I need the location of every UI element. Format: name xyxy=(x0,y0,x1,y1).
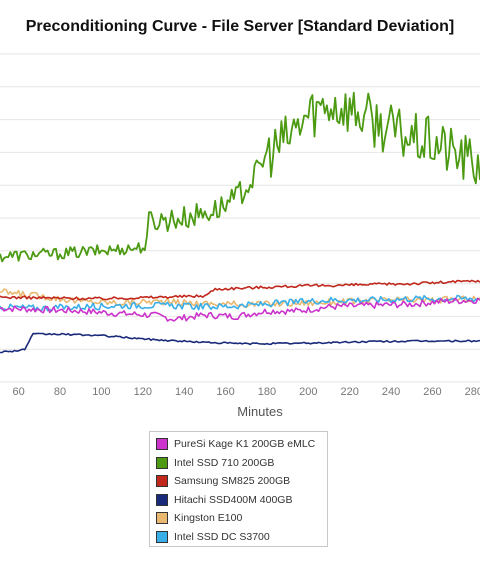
legend-swatch xyxy=(156,512,168,525)
x-tick-label: 120 xyxy=(134,386,152,398)
legend-item: Intel SSD DC S3700 xyxy=(156,528,327,547)
series-line xyxy=(0,279,480,301)
legend-label: Intel SSD 710 200GB xyxy=(174,456,275,469)
legend-label: Kingston E100 xyxy=(174,512,243,525)
x-tick-label: 160 xyxy=(216,386,234,398)
x-tick-label: 260 xyxy=(423,386,441,398)
series-line xyxy=(0,91,480,263)
series-line xyxy=(0,294,480,312)
legend-item: Kingston E100 xyxy=(156,509,327,528)
legend: PureSi Kage K1 200GB eMLC Intel SSD 710 2… xyxy=(149,431,328,547)
series-line xyxy=(0,332,480,354)
legend-item: Intel SSD 710 200GB xyxy=(156,454,327,473)
legend-swatch xyxy=(156,530,168,543)
legend-swatch xyxy=(156,493,168,506)
legend-label: Intel SSD DC S3700 xyxy=(174,530,270,543)
legend-label: Hitachi SSD400M 400GB xyxy=(174,493,293,506)
legend-swatch xyxy=(156,456,168,469)
x-tick-label: 240 xyxy=(382,386,400,398)
x-axis-label: Minutes xyxy=(237,404,283,419)
chart-title: Preconditioning Curve - File Server [Sta… xyxy=(25,18,455,35)
grid-lines xyxy=(0,53,480,383)
x-tick-label: 140 xyxy=(175,386,193,398)
legend-label: Samsung SM825 200GB xyxy=(174,475,291,488)
series-lines xyxy=(0,91,480,354)
x-tick-label: 80 xyxy=(54,386,66,398)
legend-label: PureSi Kage K1 200GB eMLC xyxy=(174,438,316,451)
x-tick-labels: 60 80 100 120 140 160 180 200 220 240 260 280 xyxy=(12,386,480,398)
x-tick-label: 280 xyxy=(465,386,480,398)
x-tick-label: 100 xyxy=(92,386,110,398)
x-tick-label: 200 xyxy=(299,386,317,398)
legend-item: Hitachi SSD400M 400GB xyxy=(156,491,327,510)
x-tick-label: 60 xyxy=(12,386,24,398)
legend-item: Samsung SM825 200GB xyxy=(156,472,327,491)
x-tick-label: 220 xyxy=(340,386,358,398)
x-tick-label: 180 xyxy=(258,386,276,398)
series-line xyxy=(0,297,480,322)
legend-swatch xyxy=(156,475,168,488)
legend-item: PureSi Kage K1 200GB eMLC xyxy=(156,435,327,454)
legend-swatch xyxy=(156,438,168,451)
